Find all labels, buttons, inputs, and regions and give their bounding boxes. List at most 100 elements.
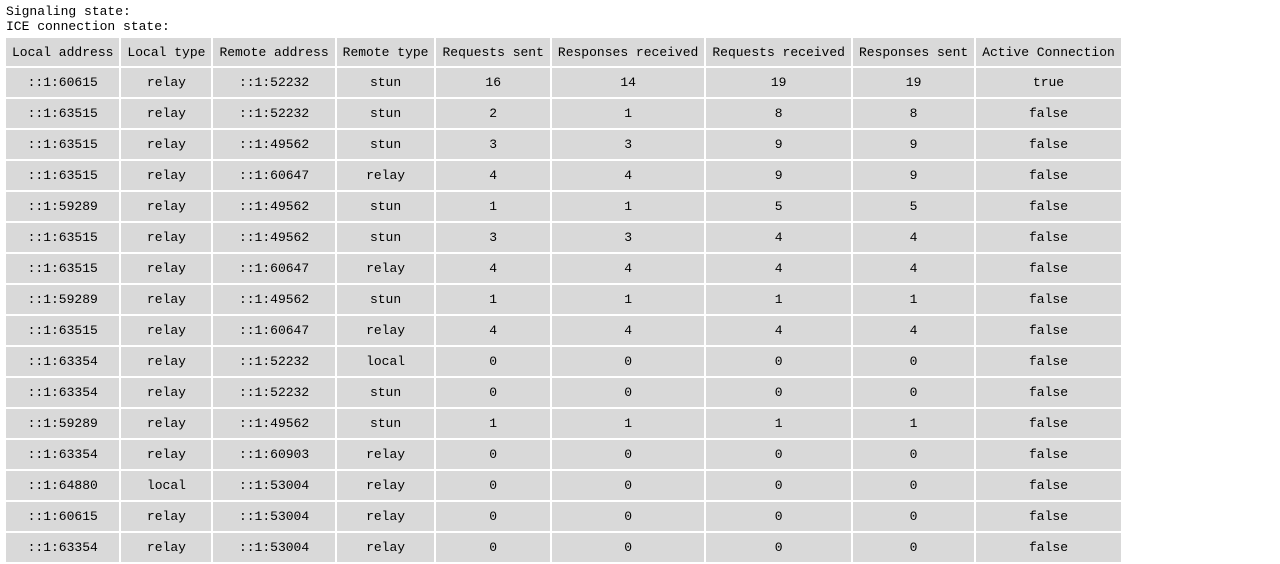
table-row: ::1:59289 relay::1:49562 stun 1 1 5 5 false <box>6 192 1121 221</box>
cell-local-type: relay <box>121 254 212 283</box>
column-header-responses-sent: Responses sent <box>852 38 975 66</box>
cell-active-connection: false <box>976 192 1121 221</box>
cell-remote-address: ::1:60647 <box>213 161 335 190</box>
cell-local-type: relay <box>121 316 212 345</box>
cell-requests-received: 0 <box>706 347 851 376</box>
cell-responses-received: 4 <box>551 316 705 345</box>
column-header-responses-received: Responses received <box>551 38 705 66</box>
cell-requests-sent: 4 <box>436 316 550 345</box>
cell-active-connection: true <box>976 68 1121 97</box>
cell-requests-received: 4 <box>706 316 851 345</box>
cell-requests-sent: 1 <box>436 409 550 438</box>
cell-responses-sent: 19 <box>852 68 975 97</box>
column-header-remote-address: Remote address <box>213 38 335 66</box>
cell-local-address: ::1:59289 <box>6 192 120 221</box>
cell-requests-sent: 3 <box>436 223 550 252</box>
column-header-active-connection: Active Connection <box>976 38 1121 66</box>
cell-requests-received: 0 <box>706 471 851 500</box>
cell-local-address: ::1:63515 <box>6 254 120 283</box>
table-row: ::1:60615 relay::1:53004 relay 0 0 0 0 false <box>6 502 1121 531</box>
cell-responses-sent: 8 <box>852 99 975 128</box>
ice-connection-state-label: ICE connection state: <box>6 19 170 34</box>
cell-local-type: relay <box>121 440 212 469</box>
cell-requests-received: 4 <box>706 223 851 252</box>
cell-remote-type: relay <box>336 471 435 500</box>
cell-requests-sent: 0 <box>436 440 550 469</box>
cell-local-address: ::1:59289 <box>6 285 120 314</box>
table-row: ::1:63515 relay::1:49562 stun 3 3 4 4 false <box>6 223 1121 252</box>
cell-responses-received: 3 <box>551 130 705 159</box>
cell-local-type: relay <box>121 161 212 190</box>
cell-remote-address: ::1:49562 <box>213 285 335 314</box>
cell-requests-sent: 3 <box>436 130 550 159</box>
cell-local-type: relay <box>121 502 212 531</box>
cell-remote-type: stun <box>336 130 435 159</box>
cell-requests-received: 0 <box>706 378 851 407</box>
cell-remote-type: stun <box>336 99 435 128</box>
ice-candidate-pairs-table: Local address Local type Remote address Rem… <box>4 36 1123 564</box>
cell-requests-sent: 0 <box>436 502 550 531</box>
table-row: ::1:60615 relay::1:52232 stun 16 14 19 19 true <box>6 68 1121 97</box>
cell-responses-received: 14 <box>551 68 705 97</box>
table-row: ::1:63515 relay::1:52232 stun 2 1 8 8 false <box>6 99 1121 128</box>
cell-responses-sent: 4 <box>852 223 975 252</box>
cell-responses-received: 4 <box>551 161 705 190</box>
cell-remote-address: ::1:53004 <box>213 471 335 500</box>
cell-local-type: relay <box>121 347 212 376</box>
table-row: ::1:63515 relay::1:60647 relay 4 4 4 4 false <box>6 316 1121 345</box>
cell-requests-received: 4 <box>706 254 851 283</box>
cell-responses-received: 0 <box>551 533 705 562</box>
cell-requests-received: 19 <box>706 68 851 97</box>
cell-remote-type: relay <box>336 161 435 190</box>
cell-local-address: ::1:60615 <box>6 502 120 531</box>
column-header-local-address: Local address <box>6 38 120 66</box>
cell-responses-sent: 1 <box>852 409 975 438</box>
cell-requests-sent: 4 <box>436 254 550 283</box>
cell-responses-received: 1 <box>551 409 705 438</box>
cell-requests-sent: 2 <box>436 99 550 128</box>
cell-local-address: ::1:63515 <box>6 316 120 345</box>
cell-responses-received: 0 <box>551 347 705 376</box>
cell-requests-sent: 0 <box>436 471 550 500</box>
cell-requests-received: 1 <box>706 409 851 438</box>
cell-active-connection: false <box>976 254 1121 283</box>
cell-active-connection: false <box>976 409 1121 438</box>
table-row: ::1:59289 relay::1:49562 stun 1 1 1 1 false <box>6 285 1121 314</box>
cell-requests-sent: 0 <box>436 347 550 376</box>
cell-remote-type: stun <box>336 192 435 221</box>
cell-active-connection: false <box>976 130 1121 159</box>
cell-remote-type: stun <box>336 223 435 252</box>
column-header-local-type: Local type <box>121 38 212 66</box>
cell-local-type: relay <box>121 378 212 407</box>
cell-remote-address: ::1:49562 <box>213 130 335 159</box>
cell-local-address: ::1:63354 <box>6 533 120 562</box>
cell-responses-sent: 0 <box>852 378 975 407</box>
cell-responses-sent: 9 <box>852 161 975 190</box>
cell-requests-received: 0 <box>706 502 851 531</box>
cell-active-connection: false <box>976 285 1121 314</box>
cell-local-address: ::1:63354 <box>6 347 120 376</box>
cell-requests-sent: 0 <box>436 533 550 562</box>
cell-responses-sent: 0 <box>852 533 975 562</box>
cell-responses-received: 0 <box>551 502 705 531</box>
cell-responses-received: 0 <box>551 471 705 500</box>
cell-remote-type: relay <box>336 316 435 345</box>
cell-active-connection: false <box>976 502 1121 531</box>
column-header-requests-received: Requests received <box>706 38 851 66</box>
cell-requests-sent: 16 <box>436 68 550 97</box>
cell-remote-address: ::1:52232 <box>213 347 335 376</box>
cell-active-connection: false <box>976 99 1121 128</box>
column-header-remote-type: Remote type <box>336 38 435 66</box>
cell-responses-received: 0 <box>551 440 705 469</box>
cell-responses-sent: 1 <box>852 285 975 314</box>
cell-active-connection: false <box>976 378 1121 407</box>
cell-remote-address: ::1:52232 <box>213 99 335 128</box>
table-row: ::1:59289 relay::1:49562 stun 1 1 1 1 false <box>6 409 1121 438</box>
cell-active-connection: false <box>976 316 1121 345</box>
table-row: ::1:63515 relay::1:60647 relay 4 4 9 9 false <box>6 161 1121 190</box>
cell-responses-sent: 4 <box>852 316 975 345</box>
cell-responses-received: 1 <box>551 192 705 221</box>
cell-local-type: relay <box>121 223 212 252</box>
column-header-requests-sent: Requests sent <box>436 38 550 66</box>
signaling-state-label: Signaling state: <box>6 4 131 19</box>
